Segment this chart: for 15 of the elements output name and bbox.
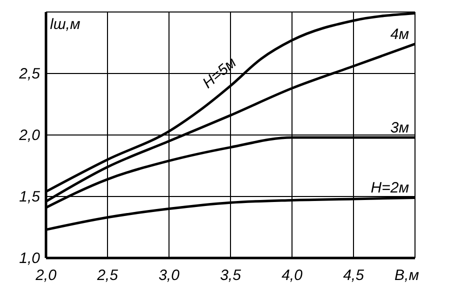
series-label: H=2м (370, 180, 409, 197)
x-tick-label: 2,5 (96, 267, 119, 284)
y-tick-label: 2,5 (18, 66, 41, 82)
y-axis-title: lш,м (50, 16, 80, 33)
series-label: 3м (390, 119, 409, 136)
x-tick-label: 4,0 (282, 267, 304, 284)
x-tick-label: 3,5 (220, 267, 242, 284)
y-tick-label: 1,5 (19, 188, 41, 206)
x-tick-label: 2,0 (34, 267, 58, 284)
y-tick-label: 2,0 (18, 127, 41, 144)
y-tick-label: 1,0 (19, 250, 41, 267)
x-axis-title: B,м (394, 267, 419, 284)
x-tick-label: 4,5 (343, 267, 365, 284)
x-tick-label: 3,0 (158, 267, 180, 284)
series-label: 4м (390, 26, 409, 43)
